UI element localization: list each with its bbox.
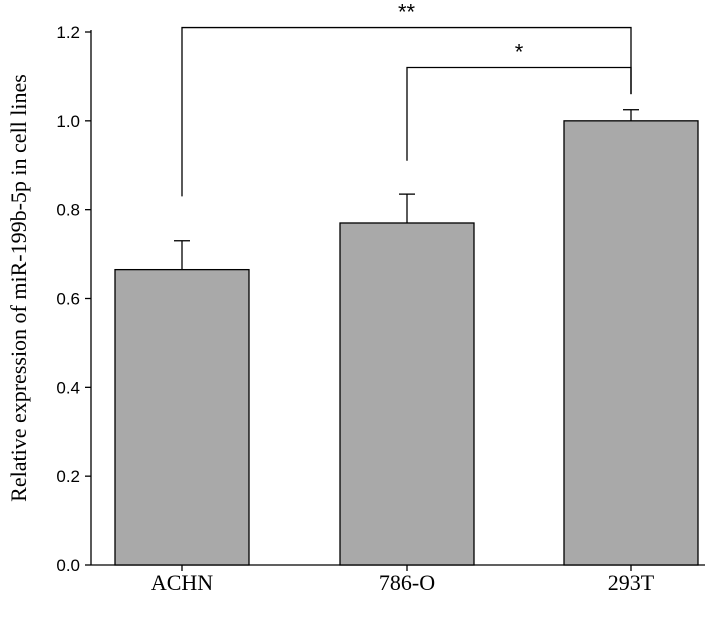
- y-tick-label: 0.8: [56, 201, 80, 220]
- y-tick-label: 1.2: [56, 23, 80, 42]
- y-tick-label: 1.0: [56, 112, 80, 131]
- x-tick-label: ACHN: [151, 570, 213, 595]
- bar: [114, 268, 250, 566]
- bars: [114, 109, 699, 566]
- bar: [563, 120, 699, 566]
- significance-label: *: [515, 40, 524, 65]
- significance-brackets: ***: [181, 0, 632, 197]
- x-tick-label: 293T: [608, 570, 655, 595]
- y-tick-label: 0.6: [56, 290, 80, 309]
- y-axis-label: Relative expression of miR-199b-5p in ce…: [6, 74, 31, 502]
- y-tick-label: 0.0: [56, 556, 80, 575]
- axes: 0.0 0.2 0.4 0.6 0.8 1.0 1.2 ACHN 786-O 293T: [56, 23, 705, 595]
- significance-label: **: [398, 0, 416, 25]
- y-tick-label: 0.2: [56, 467, 80, 486]
- significance-bracket: [181, 26, 632, 197]
- y-tick-label: 0.4: [56, 378, 80, 397]
- x-tick-label: 786-O: [379, 570, 435, 595]
- bar: [339, 222, 475, 566]
